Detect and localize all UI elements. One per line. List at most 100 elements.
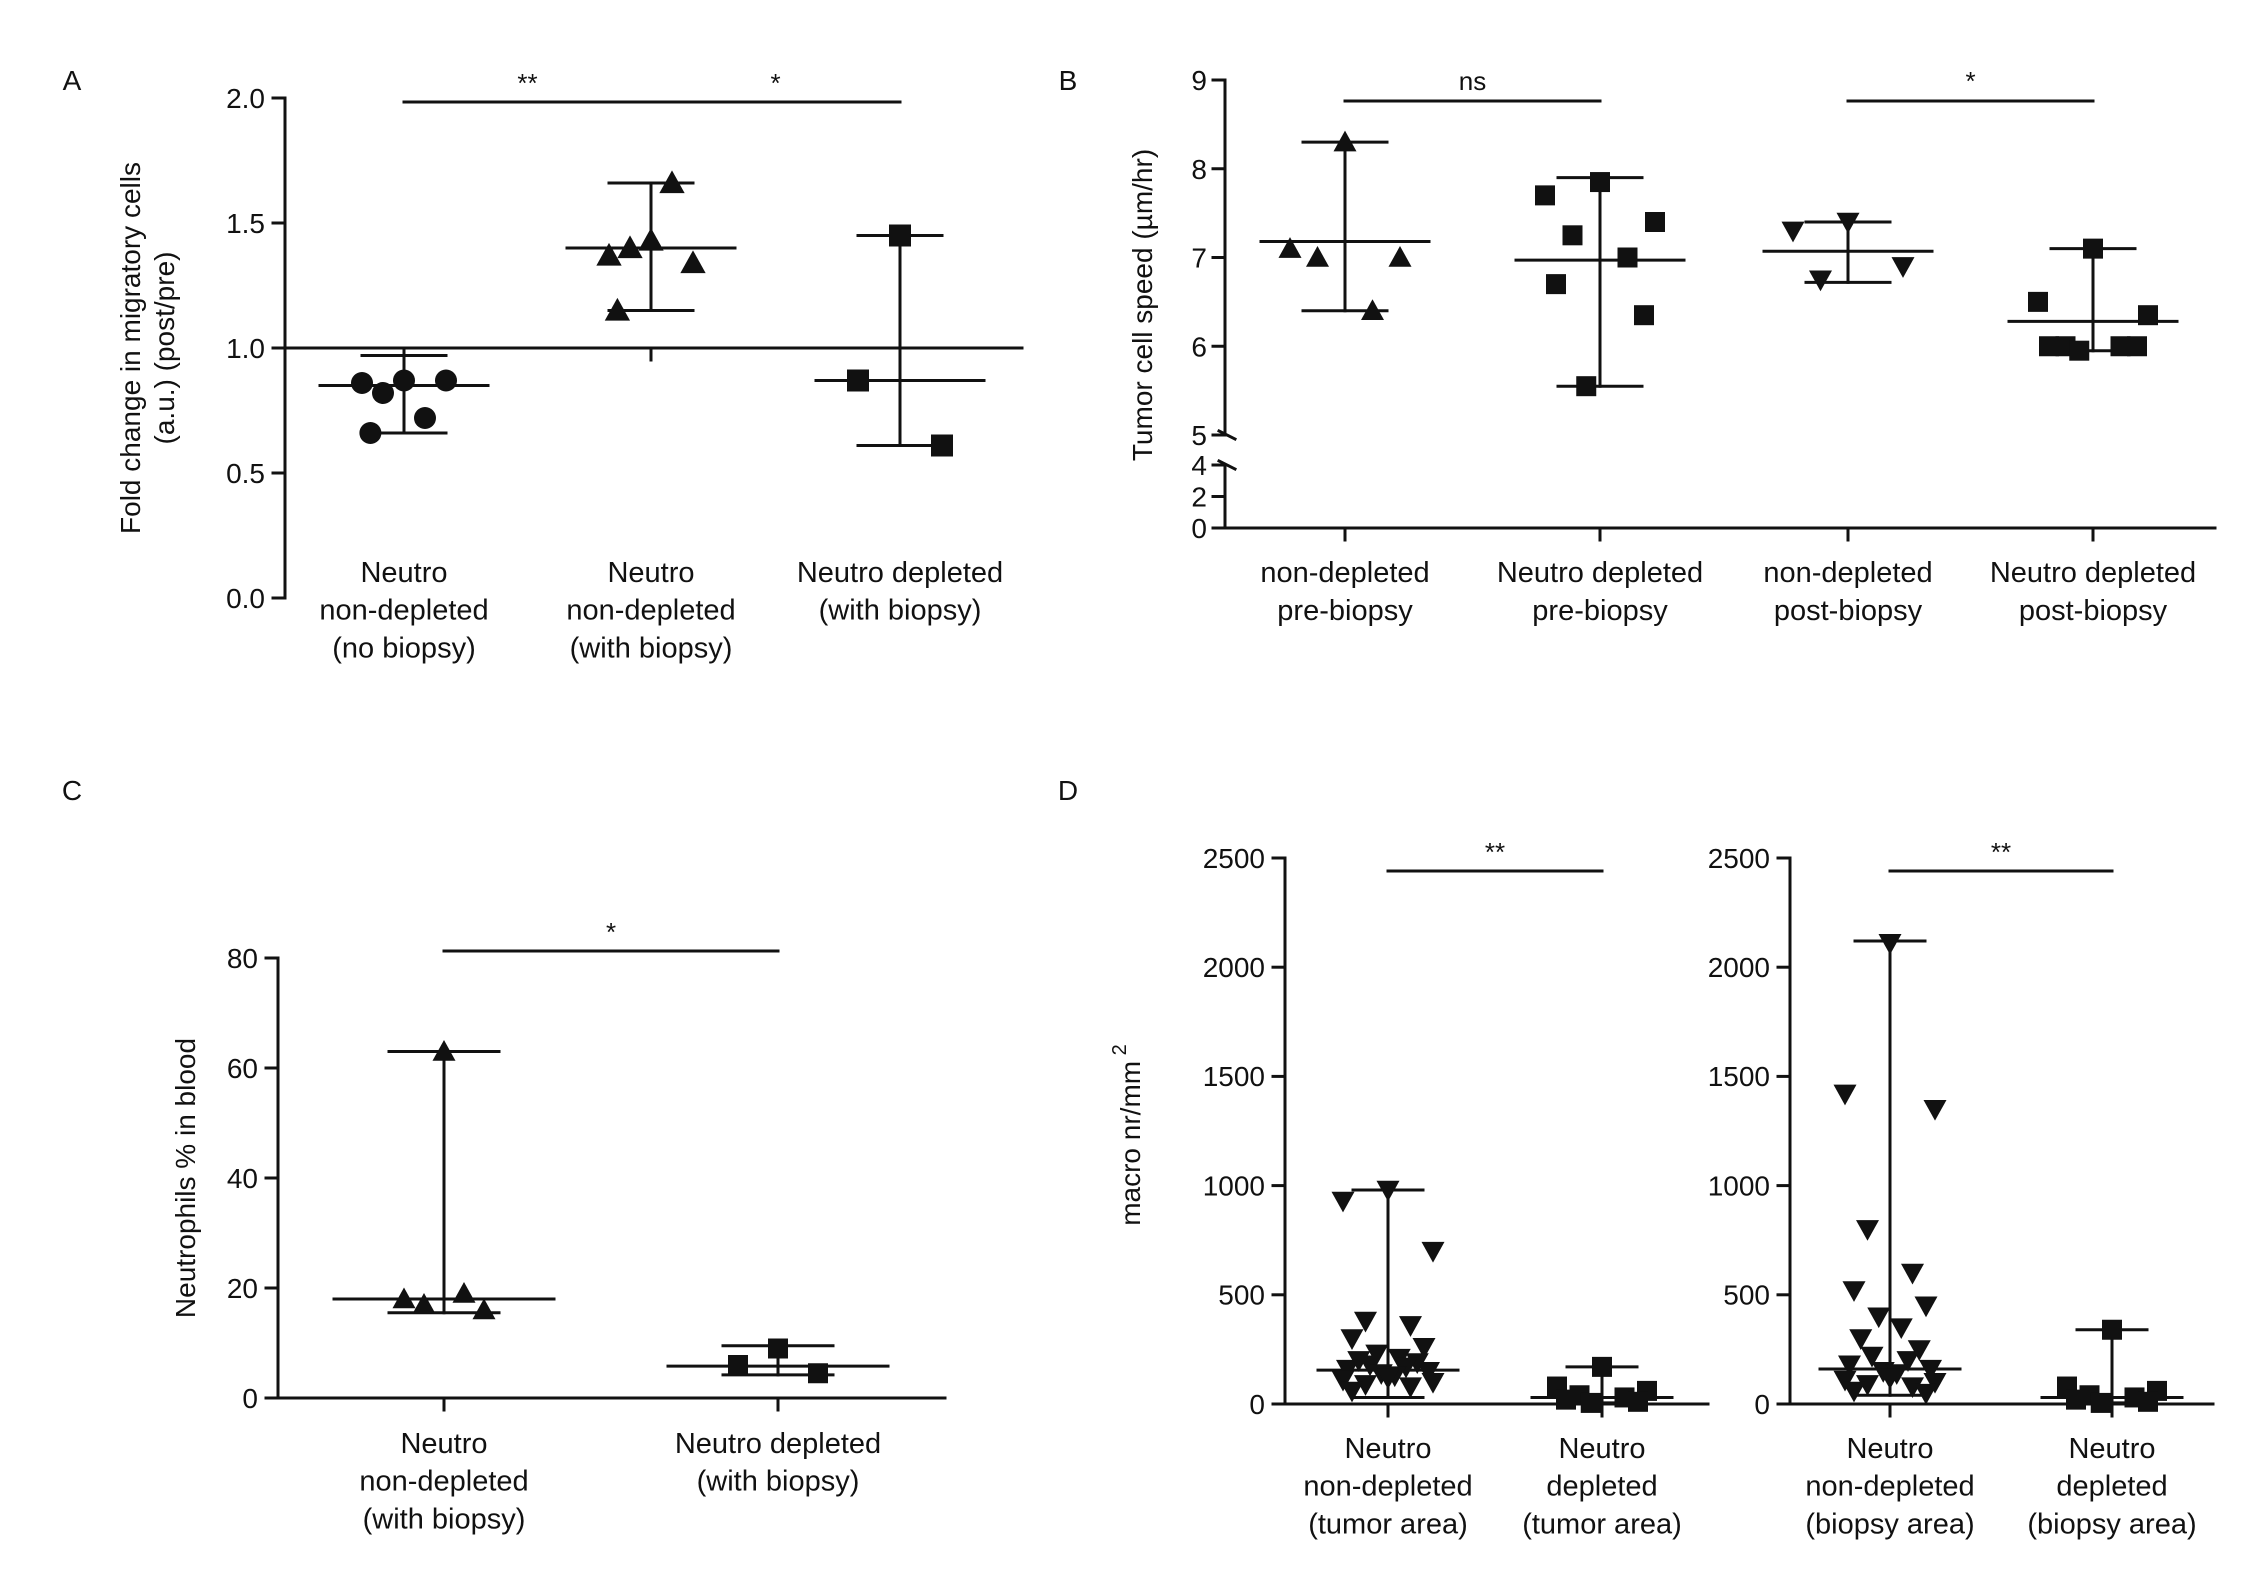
data-point — [432, 1040, 456, 1061]
significance-label: * — [770, 68, 780, 98]
x-tick-label: (tumor area) — [1308, 1508, 1468, 1540]
data-point — [1617, 247, 1638, 268]
data-point — [1421, 1372, 1445, 1394]
y-axis-label: Tumor cell speed (µm/hr) — [1127, 149, 1158, 461]
x-tick-label: non-depleted — [319, 595, 488, 627]
data-group — [318, 354, 490, 444]
data-point — [728, 1355, 748, 1375]
x-tick-label: non-depleted — [1763, 557, 1932, 589]
data-point — [1417, 1362, 1440, 1383]
y-tick-label: 2.0 — [226, 83, 265, 114]
data-point — [1278, 237, 1302, 258]
data-point — [1867, 1307, 1891, 1329]
y-tick-label: 0.5 — [226, 458, 265, 489]
data-point — [1376, 1368, 1400, 1390]
data-point — [1376, 1180, 1400, 1202]
data-point — [2028, 291, 2048, 312]
data-point — [847, 369, 869, 392]
x-tick-label: Neutro — [360, 557, 447, 589]
data-point — [1842, 1381, 1866, 1403]
data-point — [393, 369, 415, 392]
data-point — [680, 250, 706, 274]
data-point — [1535, 185, 1555, 206]
panel-letter: B — [1059, 65, 1078, 96]
x-tick-label: Neutro depleted — [1990, 557, 2196, 589]
x-tick-label: Neutro — [2068, 1433, 2155, 1465]
data-group — [1514, 172, 1686, 397]
axis-break-mark — [1216, 428, 1238, 442]
data-group — [814, 224, 986, 457]
data-point — [1399, 1316, 1422, 1337]
x-tick-label: non-depleted — [1303, 1471, 1472, 1503]
x-tick-label: (no biopsy) — [332, 632, 475, 664]
y-tick-label: 2000 — [1708, 952, 1770, 983]
y-tick-label: 7 — [1191, 243, 1207, 274]
data-point — [604, 297, 631, 321]
data-point — [1781, 221, 1805, 243]
data-point — [1842, 1281, 1866, 1302]
y-tick-label: 500 — [1218, 1280, 1265, 1311]
y-tick-label: 1.5 — [226, 208, 265, 239]
y-tick-label: 6 — [1191, 331, 1207, 362]
data-point — [2102, 1319, 2122, 1340]
data-point — [414, 407, 436, 429]
x-tick-label: non-depleted — [359, 1466, 528, 1498]
data-point — [1901, 1263, 1924, 1285]
data-point — [617, 235, 643, 259]
panel-C: 0 20 40 60 80 Neutro non-depleted (with biopsy)… — [170, 917, 947, 1535]
y-tick-label: 4 — [1191, 450, 1207, 481]
x-tick-label: Neutro — [400, 1428, 487, 1460]
data-point — [351, 372, 373, 394]
data-point — [1860, 1346, 1884, 1368]
data-point — [2138, 305, 2158, 326]
significance-label: * — [1965, 66, 1975, 96]
data-group — [1259, 130, 1431, 320]
data-point — [412, 1293, 436, 1314]
data-point — [1923, 1099, 1947, 1121]
data-point — [392, 1287, 416, 1309]
data-point — [1358, 1355, 1382, 1377]
x-tick-label: Neutro — [1558, 1433, 1645, 1465]
x-tick-label: (biopsy area) — [1805, 1508, 1974, 1540]
data-point — [931, 434, 953, 457]
x-tick-label: Neutro — [1344, 1433, 1431, 1465]
x-tick-label: Neutro depleted — [675, 1428, 881, 1460]
y-tick-label: 1500 — [1708, 1061, 1770, 1092]
data-point — [1365, 1344, 1389, 1366]
data-point — [1590, 172, 1610, 193]
data-point — [1412, 1338, 1436, 1359]
data-point — [1836, 212, 1860, 234]
data-point — [1923, 1372, 1947, 1394]
x-tick-label: (tumor area) — [1522, 1508, 1682, 1540]
y-tick-label: 8 — [1191, 154, 1207, 185]
x-tick-label: depleted — [2056, 1471, 2167, 1503]
data-point — [1856, 1220, 1879, 1241]
data-point — [1361, 299, 1384, 320]
x-tick-label: non-depleted — [1805, 1471, 1974, 1503]
data-point — [889, 224, 911, 247]
y-tick-label: 1000 — [1708, 1170, 1770, 1201]
data-point — [472, 1298, 496, 1320]
panel-A: 0.0 0.5 1.0 1.5 2.0 Neutro non-depleted (no bio… — [115, 68, 1024, 664]
data-group — [2007, 238, 2179, 361]
panel-letter: C — [62, 775, 82, 806]
data-point — [2090, 1392, 2111, 1413]
data-point — [1634, 305, 1654, 326]
data-point — [1833, 1370, 1857, 1392]
data-point — [1354, 1375, 1377, 1396]
data-point — [372, 382, 394, 404]
data-point — [1388, 246, 1412, 267]
x-tick-label: (with biopsy) — [697, 1466, 860, 1498]
data-point — [1907, 1340, 1931, 1361]
data-point — [596, 242, 622, 266]
y-tick-label: 500 — [1723, 1280, 1770, 1311]
y-axis-label: macro nr/mm 2 — [1109, 1044, 1146, 1226]
y-tick-label: 20 — [227, 1273, 258, 1304]
subplot: 0 500 1000 1500 2000 2500 Neutro non-depleted (b… — [1708, 837, 2215, 1540]
data-point — [659, 170, 685, 194]
data-point — [1878, 933, 1902, 955]
data-group — [1316, 1180, 1460, 1403]
x-tick-label: depleted — [1546, 1471, 1657, 1503]
data-point — [1340, 1381, 1364, 1403]
